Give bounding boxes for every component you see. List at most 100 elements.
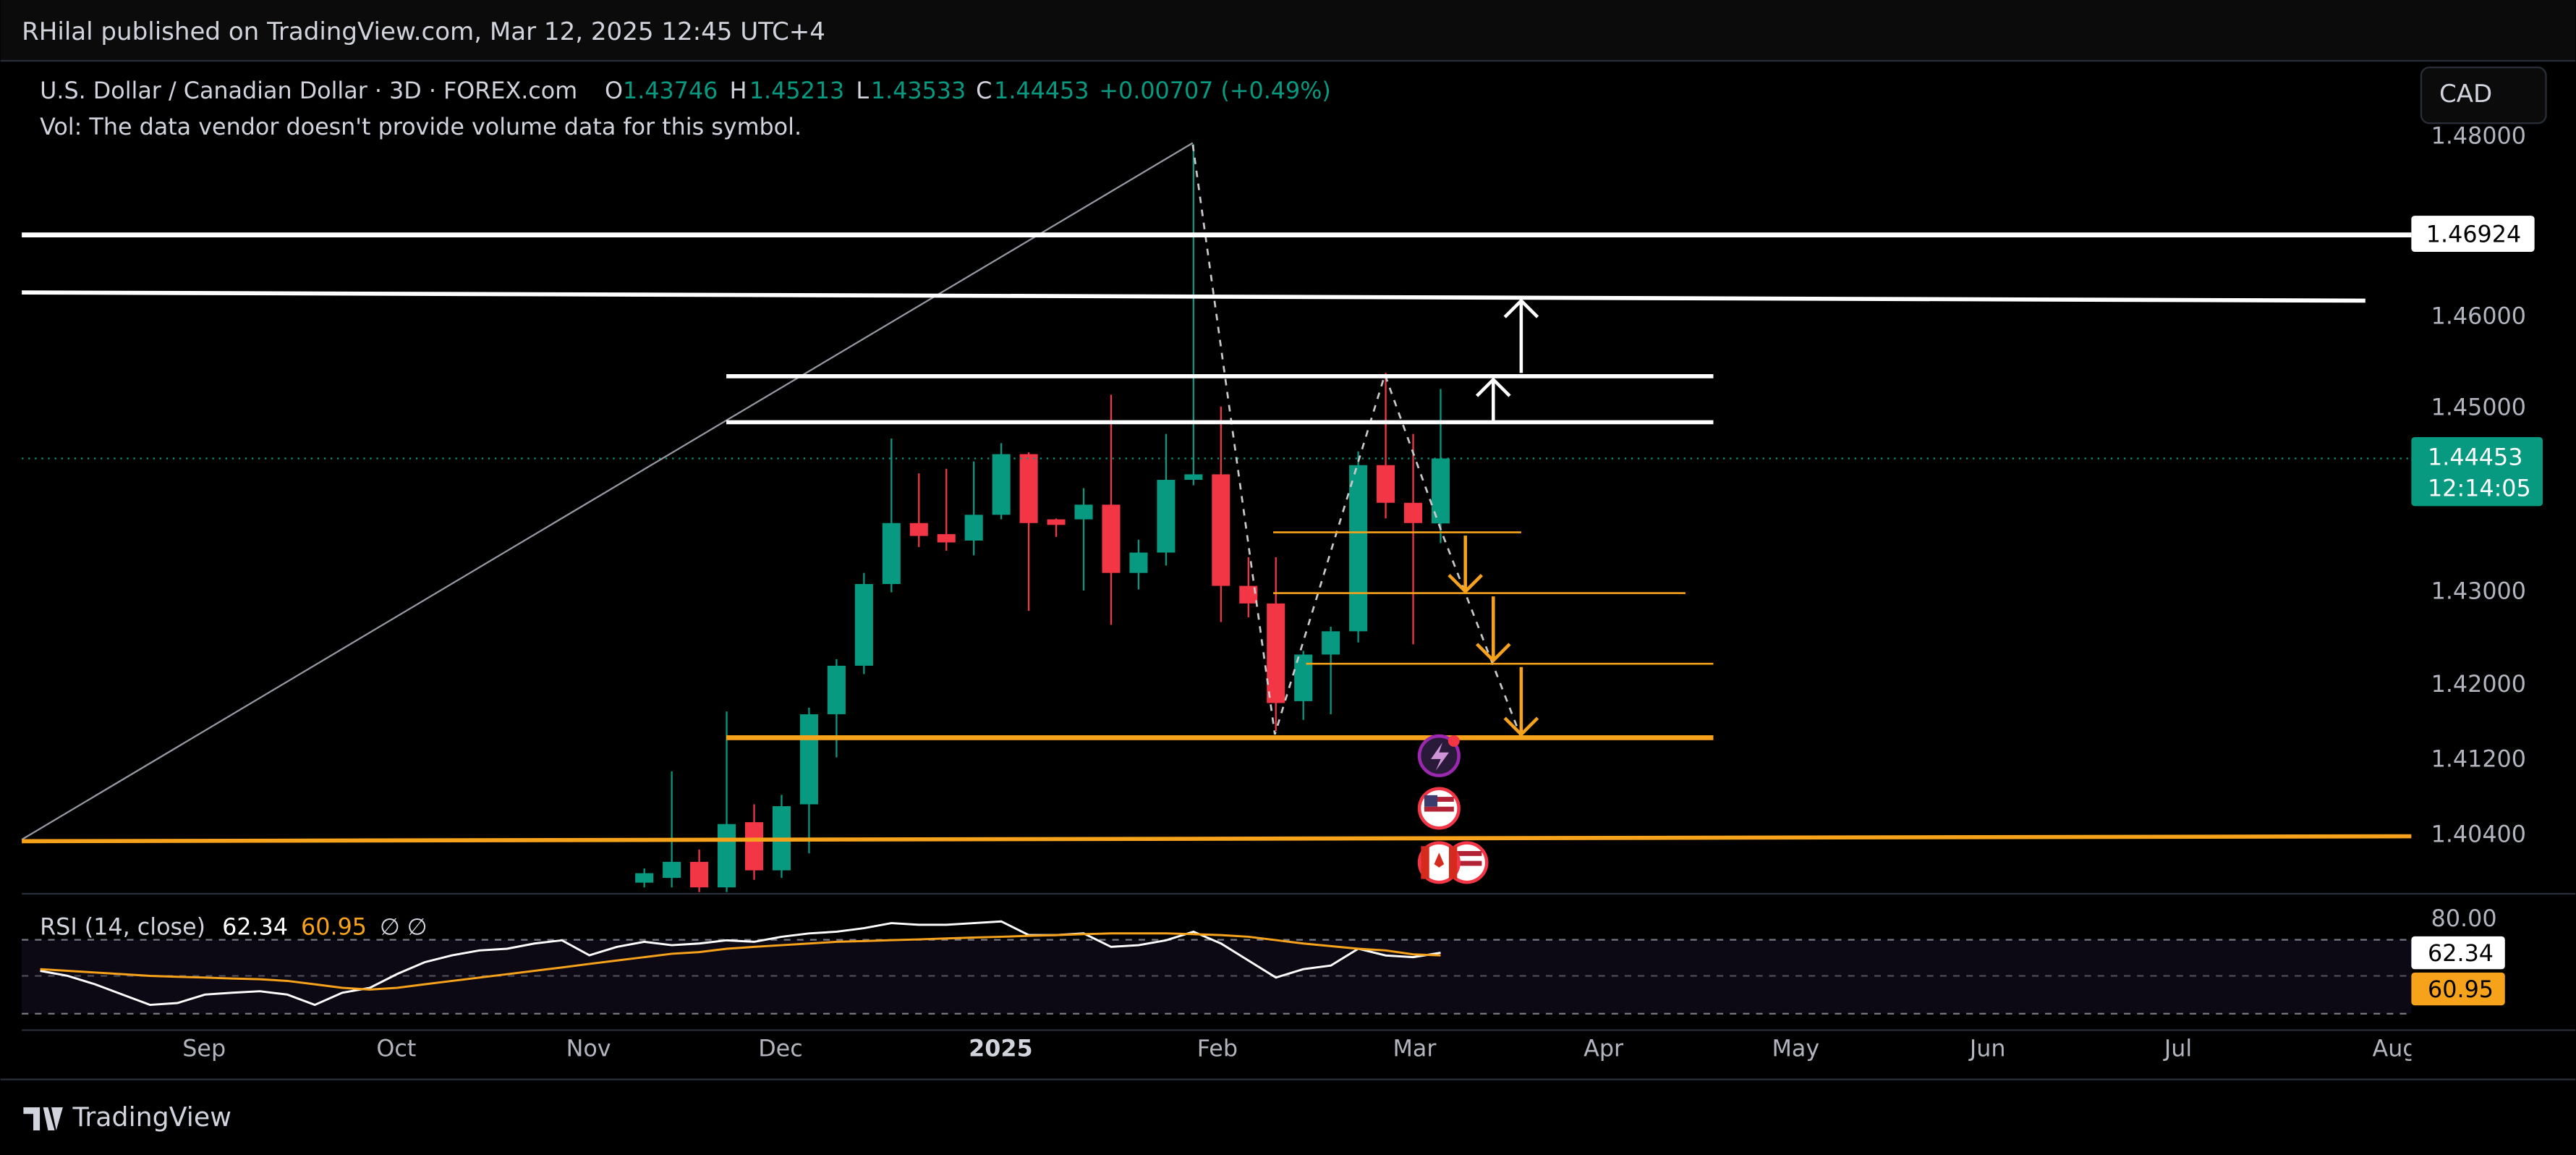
symbol-title: U.S. Dollar / Canadian Dollar · 3D · FOR… <box>40 78 577 104</box>
y-tick-label: 80.00 <box>2431 906 2497 932</box>
brand: TradingView <box>23 1101 231 1133</box>
candle-body <box>937 534 956 543</box>
candle-body <box>827 665 846 714</box>
candle-body <box>635 873 654 883</box>
brand-logo <box>23 1107 63 1130</box>
flag-stripe <box>1424 797 1454 802</box>
candle-body <box>1184 474 1203 481</box>
y-tick-label: 1.43000 <box>2431 579 2526 605</box>
candle-body <box>744 822 764 871</box>
down-arrow <box>1475 596 1511 663</box>
price-pane <box>22 144 2412 892</box>
candle-body <box>1377 465 1395 503</box>
flag-bar <box>1421 846 1429 879</box>
flag-leaf <box>1434 852 1445 868</box>
x-tick-label: Aug <box>2373 1036 2418 1062</box>
x-tick-label: Dec <box>758 1036 802 1062</box>
x-axis: Sep Oct Nov Dec 2025 Feb Mar Apr May Jun Jul Aug <box>182 1036 2418 1062</box>
publisher: RHilal published on TradingView.com, Mar… <box>22 17 825 46</box>
currency: CAD <box>2439 80 2492 109</box>
y-tick-label: 1.48000 <box>2431 123 2526 149</box>
rsi-line <box>40 920 1441 1007</box>
candle-body <box>1267 603 1285 703</box>
candle-body <box>1404 502 1423 523</box>
price-label-box <box>2411 216 2535 253</box>
candle-body <box>1074 504 1093 520</box>
candle-body <box>1102 504 1121 573</box>
candle-body <box>909 522 928 536</box>
candle-body <box>882 522 901 585</box>
rsi-value-label: 62.34 <box>2428 941 2494 967</box>
candle-body <box>1129 552 1148 573</box>
events <box>1417 734 1489 884</box>
rsi-line <box>40 932 1441 991</box>
x-tick-label: 2025 <box>969 1036 1032 1062</box>
flag-canton <box>1424 795 1438 807</box>
down-arrow <box>1448 536 1483 594</box>
flag-stripe <box>1452 851 1482 856</box>
rsi-value-label: 60.95 <box>2428 977 2494 1003</box>
candle-body <box>1019 454 1038 523</box>
rsi-value: 62.34 <box>222 915 288 941</box>
flag-bar <box>1448 846 1458 879</box>
candle-body <box>1212 474 1230 586</box>
flag-stripe <box>1452 860 1482 866</box>
ohlc-value: 1.43746 <box>623 78 718 104</box>
trend-line <box>21 142 1194 841</box>
ohlc-label: C <box>976 78 992 104</box>
change: +0.00707 (+0.49%) <box>1099 78 1330 104</box>
ohlc-value: 1.45213 <box>749 78 844 104</box>
candle-body <box>1322 631 1340 655</box>
y-axis: 1.48000 1.46000 1.45000 1.43000 1.42000 1.412… <box>2411 123 2543 1006</box>
ohlc-label: L <box>856 78 869 104</box>
price-label: 1.46924 <box>2426 221 2521 248</box>
x-tick-label: Jun <box>1968 1036 2006 1062</box>
y-tick-label: 1.45000 <box>2431 394 2526 420</box>
y-tick-label: 1.40400 <box>2431 821 2526 847</box>
event-glyph <box>1431 742 1449 771</box>
rsi-ma-value: 60.95 <box>301 915 367 941</box>
candle-body <box>718 824 736 888</box>
projection-path <box>1191 144 1523 738</box>
volume-note: Vol: The data vendor doesn't provide vol… <box>40 114 802 140</box>
rsi-title: RSI (14, close) <box>40 915 205 941</box>
candle-body <box>964 515 983 541</box>
x-tick-label: Jul <box>2163 1036 2192 1062</box>
event-dot <box>1448 735 1460 747</box>
candle-body <box>663 861 681 879</box>
support-line <box>22 834 2412 844</box>
candle-body <box>1157 480 1176 553</box>
x-tick-label: May <box>1772 1036 1819 1062</box>
drawings <box>21 142 2412 844</box>
candle-body <box>1349 465 1368 632</box>
last-price-box <box>2411 436 2543 507</box>
candle-body <box>992 454 1011 515</box>
currency-button[interactable] <box>2420 66 2547 124</box>
candle-body <box>690 861 709 888</box>
x-tick-label: Mar <box>1393 1036 1437 1062</box>
ohlc-value: 1.44453 <box>994 78 1089 104</box>
resistance-line <box>22 290 2365 303</box>
up-arrow <box>1475 377 1511 423</box>
y-tick-label: 1.41200 <box>2431 746 2526 772</box>
x-tick-label: Apr <box>1584 1036 1624 1062</box>
up-arrow <box>1503 298 1539 373</box>
last-price: 1.44453 <box>2428 444 2522 470</box>
legend: U.S. Dollar / Canadian Dollar · 3D · FOR… <box>40 78 1331 941</box>
x-tick-label: Nov <box>566 1036 611 1062</box>
ohlc-value: 1.43533 <box>871 78 966 104</box>
flag-stripe <box>1424 806 1454 812</box>
top-bar <box>0 0 2576 61</box>
candle-body <box>1047 519 1066 525</box>
ohlc-label: H <box>730 78 747 104</box>
y-tick-label: 1.46000 <box>2431 304 2526 330</box>
x-tick-label: Sep <box>182 1036 226 1062</box>
candle-body <box>854 584 873 666</box>
countdown: 12:14:05 <box>2428 476 2531 502</box>
rsi-value-box <box>2411 936 2505 970</box>
y-tick-label: 1.42000 <box>2431 672 2526 698</box>
candle-body <box>799 714 818 805</box>
rsi-value-box <box>2411 972 2505 1006</box>
